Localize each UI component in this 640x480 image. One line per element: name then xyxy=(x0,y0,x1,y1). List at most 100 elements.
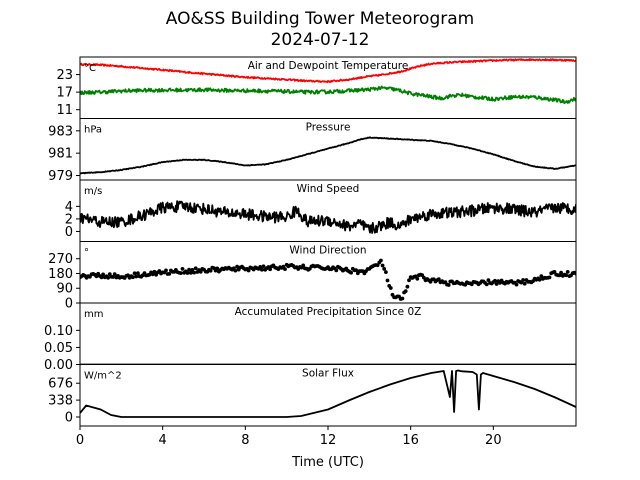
series-point xyxy=(552,270,557,274)
panel-series-group xyxy=(80,200,576,234)
x-axis: 0 4 8 12 16 20 xyxy=(76,426,502,448)
series-point xyxy=(484,282,489,287)
series-point xyxy=(486,278,491,282)
series-point xyxy=(522,281,527,286)
series-point xyxy=(134,274,139,279)
series-point xyxy=(514,282,519,287)
panel: 0 338 676 W/m^2 Solar Flux xyxy=(48,364,577,427)
series-point xyxy=(101,272,105,277)
y-tick-label: 4 xyxy=(65,200,73,215)
series-point xyxy=(193,266,198,271)
series-point xyxy=(258,265,263,269)
series-point xyxy=(354,268,358,272)
series-point xyxy=(188,271,193,275)
x-tick-label: 16 xyxy=(402,433,419,448)
x-axis-label: Time (UTC) xyxy=(291,455,364,470)
panel-title: Wind Speed xyxy=(297,183,360,195)
series-point xyxy=(388,286,393,290)
x-tick-label: 0 xyxy=(76,433,84,448)
series-point xyxy=(494,282,499,286)
panel-unit: mm xyxy=(84,309,103,320)
series-point xyxy=(415,276,420,281)
series-point xyxy=(132,271,137,276)
panel-unit: m/s xyxy=(84,186,102,197)
series-point xyxy=(235,264,240,269)
series-point xyxy=(136,271,140,275)
series-point xyxy=(179,271,183,275)
series-point xyxy=(521,278,525,282)
series-line xyxy=(80,85,576,105)
series-point xyxy=(565,270,570,274)
y-tick-label: 17 xyxy=(56,86,73,101)
series-point xyxy=(400,296,405,301)
series-point xyxy=(152,269,157,274)
x-tick-label: 20 xyxy=(485,433,502,448)
chart-subtitle-date: 2024-07-12 xyxy=(271,30,370,50)
panel-unit: °C xyxy=(84,63,96,74)
series-point xyxy=(379,258,383,263)
x-tick-label: 4 xyxy=(159,433,167,448)
series-point xyxy=(233,268,238,273)
series-point xyxy=(384,270,388,274)
series-point xyxy=(407,278,411,283)
series-point xyxy=(187,267,192,272)
y-tick-label: 0.10 xyxy=(44,324,73,339)
y-tick-label: 270 xyxy=(48,252,73,267)
x-tick-label: 8 xyxy=(241,433,249,448)
panel: 11 17 23 °C Air and Dewpoint Temperature xyxy=(56,56,577,119)
series-point xyxy=(268,267,272,272)
series-point xyxy=(99,275,104,280)
series-line xyxy=(80,58,576,84)
panel-series-group xyxy=(80,369,576,418)
panel-title: Wind Direction xyxy=(289,245,366,257)
panel-unit: W/m^2 xyxy=(84,371,122,382)
y-tick-label: 90 xyxy=(56,282,73,297)
y-tick-label: 676 xyxy=(48,377,73,392)
series-point xyxy=(405,284,410,289)
y-tick-label: 981 xyxy=(48,147,73,162)
panel-unit: ° xyxy=(84,248,89,259)
panel-series-group xyxy=(80,258,576,301)
series-line xyxy=(80,200,576,234)
y-tick-label: 11 xyxy=(56,103,73,118)
series-point xyxy=(192,270,197,275)
y-tick-label: 979 xyxy=(48,169,73,184)
panel-unit: hPa xyxy=(84,125,102,136)
series-point xyxy=(215,266,220,271)
x-tick-label: 12 xyxy=(320,433,337,448)
series-point xyxy=(260,267,264,272)
series-point xyxy=(261,264,266,269)
series-point xyxy=(385,278,390,283)
y-tick-label: 0 xyxy=(65,297,73,312)
series-point xyxy=(185,271,190,275)
series-point xyxy=(380,263,385,268)
y-tick-label: 180 xyxy=(48,267,73,282)
series-line xyxy=(80,136,576,175)
series-point xyxy=(547,275,552,280)
series-point xyxy=(301,263,306,268)
series-point xyxy=(493,278,497,283)
panel-title: Pressure xyxy=(306,122,351,134)
panel-title: Accumulated Precipitation Since 0Z xyxy=(235,306,422,318)
series-point xyxy=(349,270,353,275)
panel-series-group xyxy=(80,136,576,175)
y-tick-label: 983 xyxy=(48,124,73,139)
series-point xyxy=(208,268,213,273)
y-tick-label: 0 xyxy=(65,411,73,426)
series-point xyxy=(167,272,172,276)
series-point xyxy=(564,273,568,278)
y-tick-label: 0.00 xyxy=(44,358,73,373)
series-point xyxy=(131,275,135,280)
series-point xyxy=(112,272,117,276)
panel: 0.00 0.05 0.10 mm Accumulated Precipitation … xyxy=(44,302,577,373)
series-point xyxy=(198,269,203,274)
panel: 024 m/s Wind Speed xyxy=(65,179,577,242)
y-tick-label: 23 xyxy=(56,68,73,83)
y-tick-label: 2 xyxy=(65,212,73,227)
chart-title: AO&SS Building Tower Meteorogram xyxy=(166,9,474,29)
series-point xyxy=(382,267,387,271)
series-point xyxy=(334,268,339,273)
series-point xyxy=(246,268,251,273)
